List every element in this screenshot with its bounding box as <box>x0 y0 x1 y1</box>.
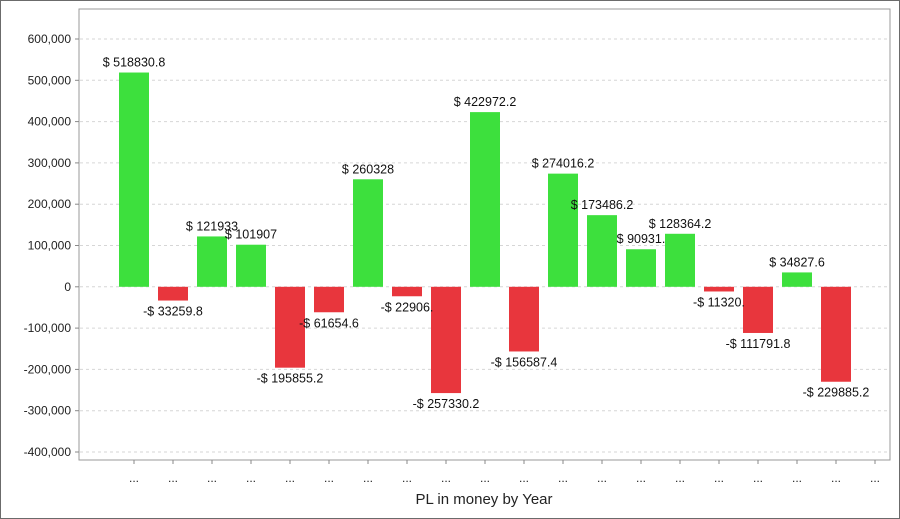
value-labels: $ 518830.8 -$ 33259.8 $ 121933$ 101907 -$ 1… <box>103 56 870 412</box>
y-tick-label: -200,000 <box>24 362 72 376</box>
bar <box>665 233 695 287</box>
bar <box>353 179 383 287</box>
x-tick-label: ... <box>480 471 490 485</box>
bar <box>197 236 227 287</box>
bar <box>821 286 851 382</box>
data-label: $ 274016.2 <box>532 157 595 171</box>
y-tick-label: 500,000 <box>28 73 72 87</box>
x-tick-label: ... <box>207 471 217 485</box>
bar <box>431 286 461 394</box>
y-tick-label: 200,000 <box>28 197 72 211</box>
x-tick-label: ... <box>870 471 880 485</box>
y-tick-label: -100,000 <box>24 321 72 335</box>
data-label: $ 90931. <box>617 232 666 246</box>
data-label: -$ 61654.6 <box>299 316 359 330</box>
x-tick-label: ... <box>597 471 607 485</box>
data-label: $ 121933 <box>186 219 238 233</box>
x-tick-label: ... <box>285 471 295 485</box>
bar <box>743 286 773 333</box>
y-tick-label: 600,000 <box>28 32 72 46</box>
bar <box>119 72 149 287</box>
bar <box>236 244 266 287</box>
data-label: -$ 156587.4 <box>491 355 558 369</box>
y-tick-label: 400,000 <box>28 115 72 129</box>
y-tick-label: 300,000 <box>28 156 72 170</box>
y-tick-label: -300,000 <box>24 404 72 418</box>
data-label: $ 260328 <box>342 162 394 176</box>
data-label: -$ 11320. <box>693 295 745 309</box>
x-tick-label: ... <box>441 471 451 485</box>
bar <box>470 112 500 287</box>
bar <box>392 286 422 297</box>
data-label: -$ 229885.2 <box>803 386 870 400</box>
x-tick-label: ... <box>792 471 802 485</box>
bar <box>587 215 617 287</box>
data-label: $ 173486.2 <box>571 198 634 212</box>
x-axis: ........................................… <box>129 460 880 485</box>
x-tick-label: ... <box>402 471 412 485</box>
x-tick-label: ... <box>246 471 256 485</box>
bar <box>275 286 305 368</box>
y-tick-label: 0 <box>64 280 71 294</box>
bar <box>782 272 812 287</box>
bar <box>314 286 344 313</box>
x-tick-label: ... <box>168 471 178 485</box>
data-label: $ 101907 <box>225 228 277 242</box>
data-label: $ 422972.2 <box>454 95 517 109</box>
x-tick-label: ... <box>714 471 724 485</box>
y-tick-label: 100,000 <box>28 239 72 253</box>
y-tick-label: -400,000 <box>24 445 72 459</box>
data-label: -$ 33259.8 <box>143 305 203 319</box>
y-axis: 600,000 500,000 400,000 300,000 200,000 100,0… <box>24 32 79 459</box>
bar <box>548 173 578 287</box>
x-tick-label: ... <box>324 471 334 485</box>
bar <box>509 286 539 352</box>
x-tick-label: ... <box>753 471 763 485</box>
x-tick-label: ... <box>558 471 568 485</box>
x-tick-label: ... <box>675 471 685 485</box>
x-tick-label: ... <box>129 471 139 485</box>
x-tick-label: ... <box>831 471 841 485</box>
x-tick-label: ... <box>363 471 373 485</box>
data-label: $ 34827.6 <box>769 255 825 269</box>
bar <box>704 286 734 292</box>
x-axis-label: PL in money by Year <box>415 491 552 508</box>
data-label: -$ 257330.2 <box>413 397 480 411</box>
bar <box>158 286 188 301</box>
x-tick-label: ... <box>636 471 646 485</box>
data-label: -$ 195855.2 <box>257 372 324 386</box>
data-label: -$ 22906. <box>381 300 434 314</box>
data-label: -$ 111791.8 <box>726 337 791 351</box>
bar <box>626 249 656 287</box>
bars <box>119 72 851 394</box>
x-tick-label: ... <box>519 471 529 485</box>
data-label: $ 518830.8 <box>103 56 166 70</box>
data-label: $ 128364.2 <box>649 217 712 231</box>
